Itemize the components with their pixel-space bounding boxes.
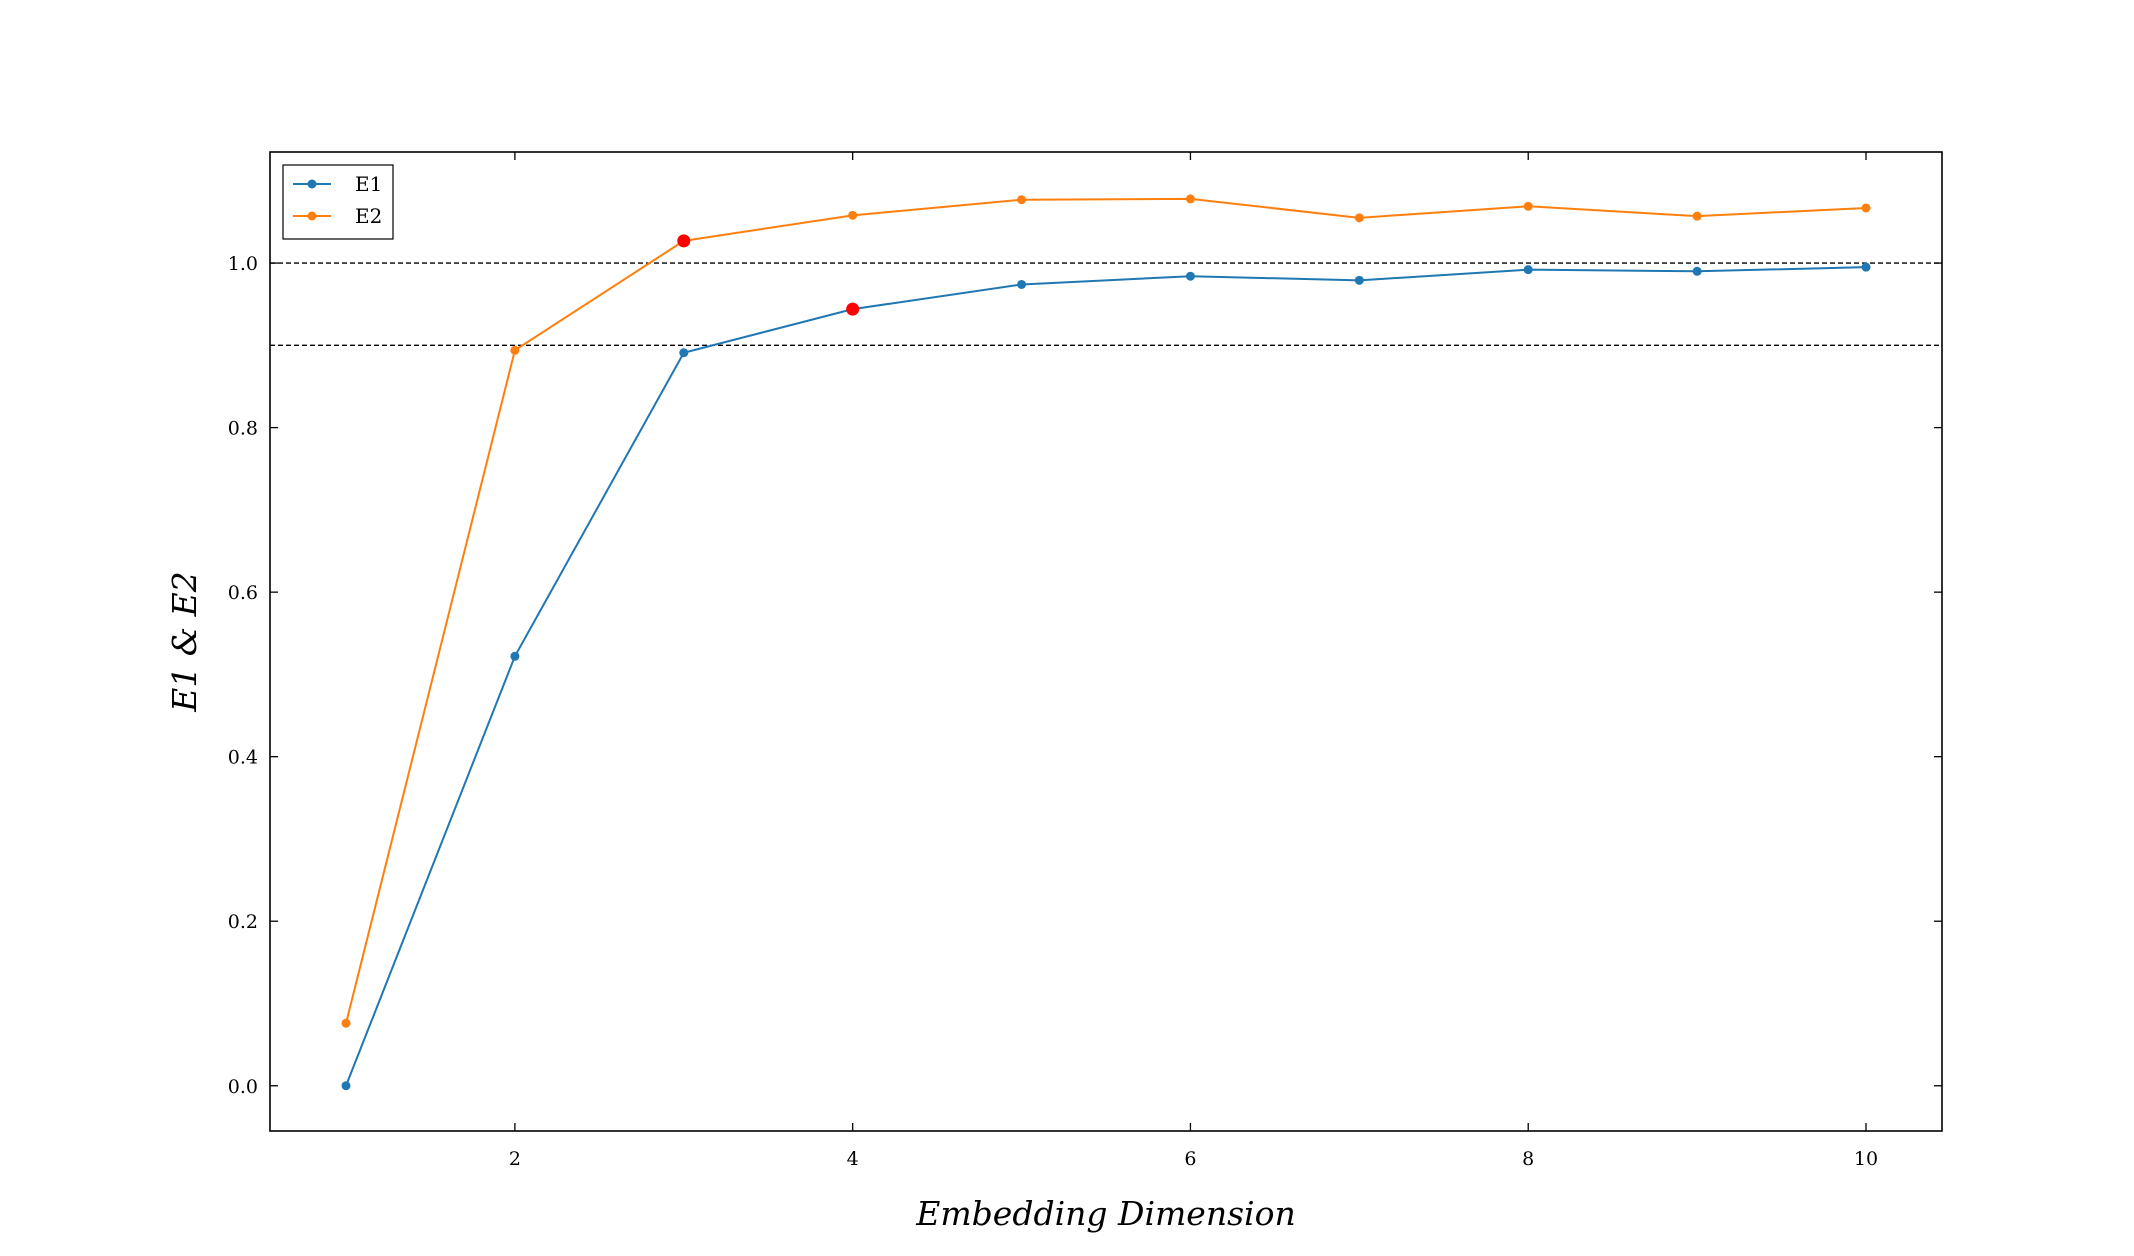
x-tick-label: 10 [1854, 1148, 1878, 1170]
x-tick-label: 8 [1522, 1148, 1534, 1170]
x-tick-label: 4 [847, 1148, 859, 1170]
legend-box [282, 164, 394, 240]
series-layer [341, 194, 1871, 1091]
series-line-e1 [345, 266, 1867, 1087]
data-point-e1 [1017, 279, 1027, 289]
data-point-e1 [1523, 265, 1533, 275]
series-e2 [341, 194, 1871, 1028]
data-point-e1 [341, 1081, 351, 1091]
legend-label: E2 [355, 204, 382, 228]
y-axis: 0.0 0.2 0.4 0.6 0.8 1.0 [228, 253, 1942, 1098]
data-point-e2 [1354, 213, 1364, 223]
legend-entry-e1: E1 [293, 172, 382, 196]
y-tick-label: 0.6 [228, 582, 258, 604]
y-tick-label: 0.8 [228, 418, 258, 440]
plot-area-frame [269, 151, 1943, 1132]
data-point-e1 [1354, 275, 1364, 285]
x-tick-label: 6 [1184, 1148, 1196, 1170]
x-axis-title: Embedding Dimension [915, 1194, 1295, 1233]
highlighted-point-e2 [677, 234, 691, 248]
data-point-e2 [1523, 201, 1533, 211]
x-axis: 2 4 6 8 10 [509, 152, 1878, 1170]
data-point-e2 [341, 1018, 351, 1028]
highlighted-point-e1 [846, 302, 860, 316]
data-point-e1 [510, 651, 520, 661]
y-tick-label: 0.2 [228, 911, 258, 933]
legend-swatch-marker [307, 179, 317, 189]
legend-entry-e2: E2 [293, 204, 382, 228]
y-tick-label: 1.0 [228, 253, 258, 275]
legend-label: E1 [355, 172, 382, 196]
series-line-e2 [345, 197, 1867, 1024]
data-point-e1 [679, 348, 689, 358]
series-e1 [341, 262, 1871, 1091]
data-point-e1 [1861, 262, 1871, 272]
x-tick-label: 2 [509, 1148, 521, 1170]
data-point-e2 [1861, 203, 1871, 213]
reference-lines [270, 262, 1942, 346]
data-point-e2 [1692, 211, 1702, 221]
y-tick-label: 0.0 [228, 1076, 258, 1098]
y-axis-title: E1 & E2 [165, 571, 204, 713]
data-point-e2 [510, 345, 520, 355]
data-point-e2 [1017, 195, 1027, 205]
data-point-e1 [1692, 266, 1702, 276]
highlight-layer [677, 234, 860, 316]
y-tick-label: 0.4 [228, 747, 258, 769]
data-point-e1 [1185, 271, 1195, 281]
data-point-e2 [1185, 194, 1195, 204]
data-point-e2 [848, 210, 858, 220]
legend-swatch-marker [307, 211, 317, 221]
